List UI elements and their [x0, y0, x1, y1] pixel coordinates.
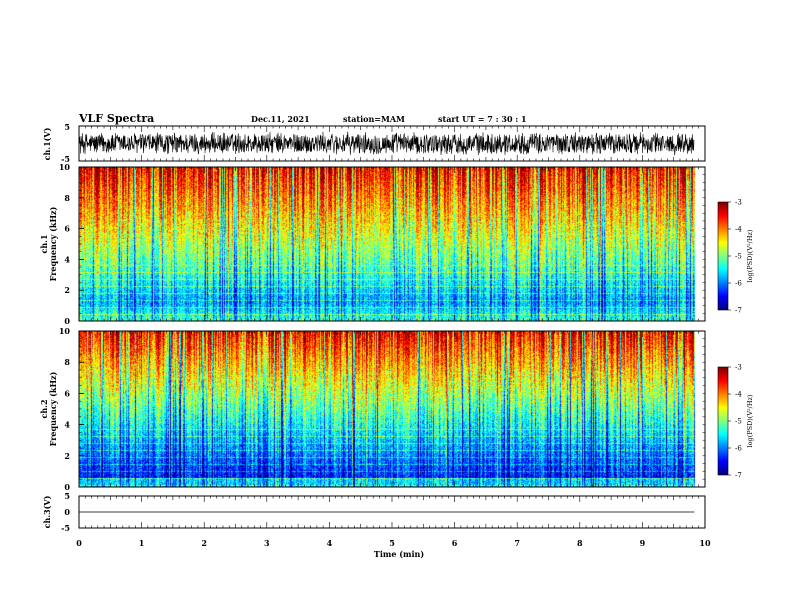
station-label: station=MAM [343, 114, 405, 124]
date-label: Dec.11, 2021 [251, 114, 310, 124]
ch1-colorbar-tick-label: -4 [735, 226, 742, 234]
ch2-colorbar-label: log(PSD)(V²/Hz) [746, 394, 754, 447]
ch2-colorbar-tick-label: -7 [735, 472, 742, 480]
ch1-colorbar-label: log(PSD)(V²/Hz) [746, 229, 754, 282]
ch2-spectrogram-ylabel: Frequency (kHz) [48, 371, 58, 446]
x-tick-label: 4 [327, 538, 333, 548]
ch3-waveform-ylabel: ch.3(V) [42, 495, 52, 528]
x-tick-label: 10 [699, 538, 711, 548]
ch2-spec-ytick-label: 4 [64, 420, 70, 430]
ch2-colorbar-tick-label: -4 [735, 391, 742, 399]
ch1-spec-ytick-label: 0 [64, 316, 70, 326]
ch3-ytick-5: 5 [64, 491, 70, 501]
ch1-colorbar-tick-label: -6 [735, 280, 742, 288]
ch1-spec-ytick-label: 6 [64, 224, 70, 234]
x-tick-label: 7 [514, 538, 520, 548]
ch2-colorbar-tick-label: -5 [735, 418, 742, 426]
ch2-spec-ytick-label: 8 [64, 357, 70, 367]
x-tick-label: 2 [201, 538, 207, 548]
ch1-spec-ytick-label: 2 [64, 285, 70, 295]
ch2-spec-ytick-label: 6 [64, 388, 70, 398]
ch1-ytick-5: 5 [64, 122, 70, 132]
ch2-colorbar-tick-label: -3 [735, 364, 742, 372]
ch1-waveform-line [78, 131, 695, 156]
x-tick-label: 6 [452, 538, 458, 548]
x-tick-label: 9 [640, 538, 646, 548]
ch2-colorbar-gradient [718, 367, 728, 475]
ch1-spec-ytick-label: 10 [59, 162, 71, 172]
x-tick-label: 0 [76, 538, 82, 548]
ch3-ytick-0: 0 [64, 507, 70, 517]
ch1-colorbar-tick-label: -7 [735, 307, 742, 315]
ch2-spectrogram-heatmap [79, 331, 705, 487]
x-tick-label: 8 [577, 538, 583, 548]
ch1-spectrogram-ylabel: Frequency (kHz) [48, 206, 58, 281]
figure-title: VLF Spectra [78, 112, 154, 125]
ch3-ytick-neg5: -5 [61, 523, 70, 533]
x-axis-title: Time (min) [374, 549, 424, 559]
ch1-colorbar-gradient [718, 202, 728, 310]
ch1-colorbar-tick-label: -5 [735, 253, 742, 261]
x-tick-label: 1 [139, 538, 145, 548]
ch1-colorbar-tick-label: -3 [735, 199, 742, 207]
x-tick-label: 3 [264, 538, 270, 548]
ch2-spec-ytick-label: 0 [64, 482, 70, 492]
ch2-spec-ytick-label: 2 [64, 451, 70, 461]
ch2-spec-ytick-label: 10 [59, 326, 71, 336]
start-time-label: start UT = 7 : 30 : 1 [438, 114, 527, 124]
ch1-ytick-neg5: -5 [61, 154, 70, 164]
ch1-spec-ytick-label: 8 [64, 193, 70, 203]
ch1-spec-ytick-label: 4 [64, 254, 70, 264]
x-tick-label: 5 [389, 538, 395, 548]
ch1-spectrogram-heatmap [79, 167, 705, 321]
ch2-colorbar-tick-label: -6 [735, 445, 742, 453]
ch1-spectrogram-chlabel: ch.1 [39, 234, 49, 253]
ch2-spectrogram-chlabel: ch.2 [39, 399, 49, 418]
ch1-waveform-ylabel: ch.1(V) [42, 127, 52, 160]
